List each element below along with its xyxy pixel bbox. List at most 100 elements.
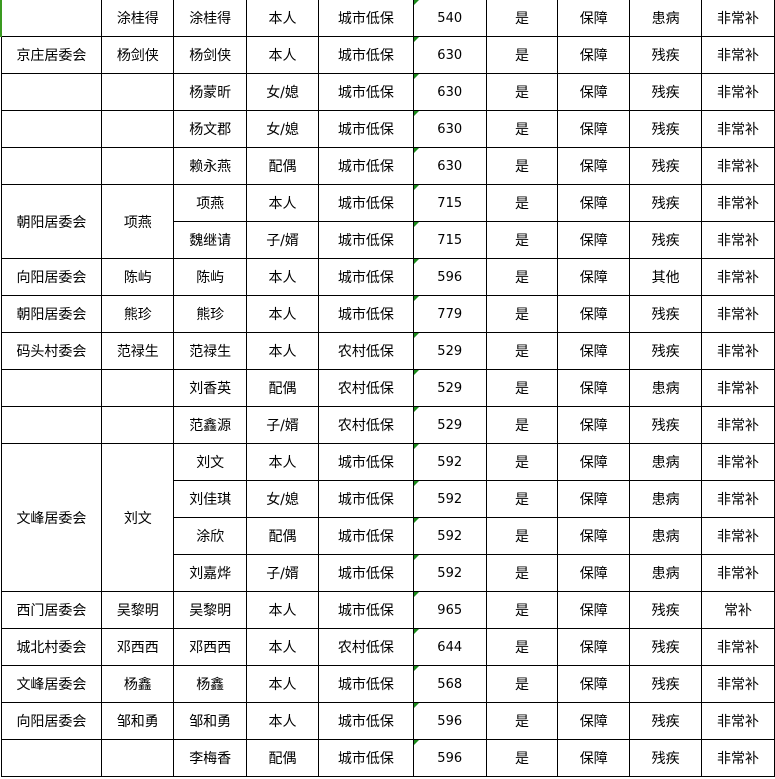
cell-eligible[interactable]: 是 <box>485 406 559 444</box>
cell-category[interactable]: 保障 <box>557 369 631 407</box>
cell-reason[interactable]: 患病 <box>629 480 703 518</box>
cell-committee[interactable]: 文峰居委会 <box>0 665 103 703</box>
cell-category[interactable]: 保障 <box>557 480 631 518</box>
cell-member[interactable]: 刘文 <box>173 443 248 481</box>
cell-category[interactable]: 保障 <box>557 702 631 740</box>
cell-member[interactable]: 杨文郡 <box>173 110 248 148</box>
cell-subsidy[interactable]: 非常补 <box>701 554 775 592</box>
cell-relation[interactable]: 本人 <box>246 443 319 481</box>
cell-type[interactable]: 城市低保 <box>317 739 414 777</box>
cell-head[interactable]: 刘文 <box>101 443 175 592</box>
cell-relation[interactable]: 配偶 <box>246 517 319 555</box>
cell-category[interactable]: 保障 <box>557 36 631 74</box>
cell-reason[interactable]: 残疾 <box>629 739 703 777</box>
cell-amount[interactable]: 596 <box>412 739 487 777</box>
cell-head[interactable] <box>101 369 175 407</box>
cell-relation[interactable]: 本人 <box>246 258 319 296</box>
cell-subsidy[interactable]: 非常补 <box>701 369 775 407</box>
cell-category[interactable]: 保障 <box>557 665 631 703</box>
cell-eligible[interactable]: 是 <box>485 295 559 333</box>
cell-type[interactable]: 城市低保 <box>317 73 414 111</box>
cell-eligible[interactable]: 是 <box>485 702 559 740</box>
cell-amount[interactable]: 644 <box>412 628 487 666</box>
cell-committee[interactable] <box>0 73 103 111</box>
cell-reason[interactable]: 患病 <box>629 0 703 37</box>
cell-subsidy[interactable]: 非常补 <box>701 184 775 222</box>
cell-category[interactable]: 保障 <box>557 739 631 777</box>
cell-reason[interactable]: 患病 <box>629 554 703 592</box>
cell-eligible[interactable]: 是 <box>485 221 559 259</box>
cell-head[interactable]: 陈屿 <box>101 258 175 296</box>
cell-committee[interactable]: 向阳居委会 <box>0 258 103 296</box>
cell-eligible[interactable]: 是 <box>485 258 559 296</box>
cell-committee[interactable] <box>0 147 103 185</box>
cell-amount[interactable]: 596 <box>412 702 487 740</box>
cell-type[interactable]: 城市低保 <box>317 184 414 222</box>
cell-eligible[interactable]: 是 <box>485 739 559 777</box>
cell-amount[interactable]: 596 <box>412 258 487 296</box>
cell-member[interactable]: 刘香英 <box>173 369 248 407</box>
cell-subsidy[interactable]: 非常补 <box>701 332 775 370</box>
cell-amount[interactable]: 779 <box>412 295 487 333</box>
cell-head[interactable] <box>101 739 175 777</box>
cell-member[interactable]: 赖永燕 <box>173 147 248 185</box>
cell-amount[interactable]: 529 <box>412 369 487 407</box>
cell-amount[interactable]: 715 <box>412 184 487 222</box>
cell-reason[interactable]: 其他 <box>629 258 703 296</box>
cell-reason[interactable]: 残疾 <box>629 295 703 333</box>
cell-reason[interactable]: 残疾 <box>629 147 703 185</box>
cell-reason[interactable]: 患病 <box>629 369 703 407</box>
cell-category[interactable]: 保障 <box>557 406 631 444</box>
cell-committee[interactable]: 向阳居委会 <box>0 702 103 740</box>
cell-subsidy[interactable]: 非常补 <box>701 295 775 333</box>
cell-member[interactable]: 刘嘉烨 <box>173 554 248 592</box>
cell-type[interactable]: 城市低保 <box>317 665 414 703</box>
cell-member[interactable]: 杨剑侠 <box>173 36 248 74</box>
cell-category[interactable]: 保障 <box>557 517 631 555</box>
cell-reason[interactable]: 残疾 <box>629 73 703 111</box>
cell-amount[interactable]: 592 <box>412 443 487 481</box>
cell-member[interactable]: 邹和勇 <box>173 702 248 740</box>
cell-type[interactable]: 城市低保 <box>317 517 414 555</box>
cell-member[interactable]: 刘佳琪 <box>173 480 248 518</box>
cell-head[interactable]: 邹和勇 <box>101 702 175 740</box>
cell-eligible[interactable]: 是 <box>485 480 559 518</box>
cell-type[interactable]: 城市低保 <box>317 443 414 481</box>
cell-category[interactable]: 保障 <box>557 295 631 333</box>
cell-member[interactable]: 范禄生 <box>173 332 248 370</box>
cell-relation[interactable]: 本人 <box>246 628 319 666</box>
cell-subsidy[interactable]: 非常补 <box>701 221 775 259</box>
cell-subsidy[interactable]: 非常补 <box>701 665 775 703</box>
cell-reason[interactable]: 残疾 <box>629 184 703 222</box>
cell-amount[interactable]: 630 <box>412 110 487 148</box>
cell-type[interactable]: 农村低保 <box>317 332 414 370</box>
cell-type[interactable]: 城市低保 <box>317 591 414 629</box>
cell-relation[interactable]: 本人 <box>246 36 319 74</box>
cell-eligible[interactable]: 是 <box>485 517 559 555</box>
cell-relation[interactable]: 本人 <box>246 702 319 740</box>
cell-relation[interactable]: 子/婿 <box>246 406 319 444</box>
cell-amount[interactable]: 529 <box>412 332 487 370</box>
cell-category[interactable]: 保障 <box>557 73 631 111</box>
cell-relation[interactable]: 本人 <box>246 184 319 222</box>
cell-committee[interactable] <box>0 739 103 777</box>
cell-category[interactable]: 保障 <box>557 628 631 666</box>
cell-type[interactable]: 城市低保 <box>317 258 414 296</box>
cell-eligible[interactable]: 是 <box>485 591 559 629</box>
cell-member[interactable]: 涂欣 <box>173 517 248 555</box>
cell-relation[interactable]: 女/媳 <box>246 73 319 111</box>
cell-reason[interactable]: 残疾 <box>629 702 703 740</box>
cell-subsidy[interactable]: 非常补 <box>701 628 775 666</box>
cell-head[interactable] <box>101 406 175 444</box>
cell-reason[interactable]: 残疾 <box>629 110 703 148</box>
cell-eligible[interactable]: 是 <box>485 665 559 703</box>
cell-head[interactable]: 杨鑫 <box>101 665 175 703</box>
cell-reason[interactable]: 残疾 <box>629 628 703 666</box>
cell-member[interactable]: 吴黎明 <box>173 591 248 629</box>
cell-reason[interactable]: 残疾 <box>629 591 703 629</box>
cell-category[interactable]: 保障 <box>557 332 631 370</box>
cell-committee[interactable] <box>0 406 103 444</box>
cell-reason[interactable]: 患病 <box>629 443 703 481</box>
cell-category[interactable]: 保障 <box>557 258 631 296</box>
cell-subsidy[interactable]: 非常补 <box>701 258 775 296</box>
